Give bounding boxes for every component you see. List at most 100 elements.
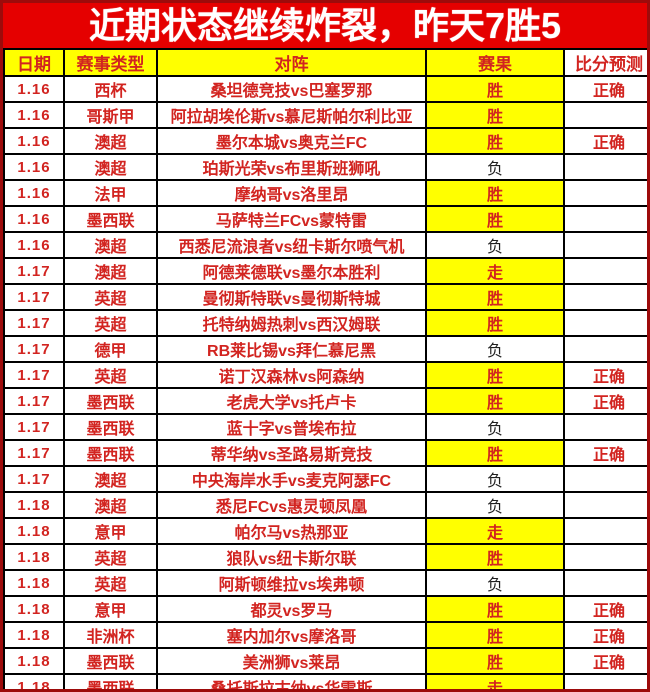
table-row: 1.17 德甲 RB莱比锡vs拜仁慕尼黑 负 <box>3 335 647 363</box>
league-cell: 西杯 <box>63 75 158 103</box>
prediction-cell <box>563 179 647 207</box>
match-cell: 马萨特兰FCvs蒙特雷 <box>156 205 427 233</box>
header-result: 赛果 <box>425 48 565 77</box>
result-cell: 负 <box>425 413 565 441</box>
result-cell: 胜 <box>425 543 565 571</box>
league-cell: 澳超 <box>63 491 158 519</box>
table-row: 1.18 英超 狼队vs纽卡斯尔联 胜 <box>3 543 647 571</box>
league-cell: 墨西联 <box>63 387 158 415</box>
date-cell: 1.18 <box>3 647 65 675</box>
date-cell: 1.17 <box>3 283 65 311</box>
prediction-cell <box>563 153 647 181</box>
match-cell: 西悉尼流浪者vs纽卡斯尔喷气机 <box>156 231 427 259</box>
league-cell: 哥斯甲 <box>63 101 158 129</box>
match-cell: 阿拉胡埃伦斯vs慕尼斯帕尔利比亚 <box>156 101 427 129</box>
table-row: 1.18 英超 阿斯顿维拉vs埃弗顿 负 <box>3 569 647 597</box>
table-row: 1.17 墨西联 蒂华纳vs圣路易斯竞技 胜 正确 <box>3 439 647 467</box>
league-cell: 英超 <box>63 361 158 389</box>
match-cell: 托特纳姆热刺vs西汉姆联 <box>156 309 427 337</box>
match-cell: 诺丁汉森林vs阿森纳 <box>156 361 427 389</box>
result-cell: 负 <box>425 569 565 597</box>
table-row: 1.17 英超 诺丁汉森林vs阿森纳 胜 正确 <box>3 361 647 389</box>
match-cell: 帕尔马vs热那亚 <box>156 517 427 545</box>
prediction-cell <box>563 543 647 571</box>
result-cell: 走 <box>425 517 565 545</box>
league-cell: 意甲 <box>63 517 158 545</box>
prediction-cell <box>563 283 647 311</box>
prediction-cell <box>563 309 647 337</box>
prediction-cell: 正确 <box>563 595 647 623</box>
match-cell: 蓝十字vs普埃布拉 <box>156 413 427 441</box>
header-league: 赛事类型 <box>63 48 158 77</box>
result-cell: 胜 <box>425 283 565 311</box>
prediction-cell <box>563 335 647 363</box>
prediction-cell <box>563 673 647 689</box>
date-cell: 1.18 <box>3 543 65 571</box>
date-cell: 1.18 <box>3 491 65 519</box>
league-cell: 墨西联 <box>63 647 158 675</box>
league-cell: 墨西联 <box>63 439 158 467</box>
date-cell: 1.16 <box>3 75 65 103</box>
result-cell: 胜 <box>425 101 565 129</box>
result-cell: 胜 <box>425 647 565 675</box>
result-cell: 走 <box>425 673 565 689</box>
date-cell: 1.17 <box>3 465 65 493</box>
match-cell: 蒂华纳vs圣路易斯竞技 <box>156 439 427 467</box>
league-cell: 英超 <box>63 283 158 311</box>
prediction-cell <box>563 569 647 597</box>
table-row: 1.18 澳超 悉尼FCvs惠灵顿凤凰 负 <box>3 491 647 519</box>
date-cell: 1.17 <box>3 257 65 285</box>
table-row: 1.17 澳超 中央海岸水手vs麦克阿瑟FC 负 <box>3 465 647 493</box>
header-row: 日期 赛事类型 对阵 赛果 比分预测 <box>3 48 647 77</box>
league-cell: 墨西联 <box>63 673 158 689</box>
date-cell: 1.17 <box>3 335 65 363</box>
result-cell: 负 <box>425 153 565 181</box>
match-cell: 美洲狮vs莱昂 <box>156 647 427 675</box>
prediction-cell <box>563 257 647 285</box>
date-cell: 1.17 <box>3 439 65 467</box>
banner: 近期状态继续炸裂，昨天7胜5 <box>3 3 647 48</box>
prediction-cell: 正确 <box>563 621 647 649</box>
prediction-cell: 正确 <box>563 75 647 103</box>
table-row: 1.18 非洲杯 塞内加尔vs摩洛哥 胜 正确 <box>3 621 647 649</box>
match-cell: 悉尼FCvs惠灵顿凤凰 <box>156 491 427 519</box>
header-prediction: 比分预测 <box>563 48 647 77</box>
result-cell: 胜 <box>425 439 565 467</box>
prediction-cell: 正确 <box>563 439 647 467</box>
result-cell: 走 <box>425 257 565 285</box>
match-cell: 阿德莱德联vs墨尔本胜利 <box>156 257 427 285</box>
match-cell: 都灵vs罗马 <box>156 595 427 623</box>
league-cell: 墨西联 <box>63 205 158 233</box>
table-row: 1.16 墨西联 马萨特兰FCvs蒙特雷 胜 <box>3 205 647 233</box>
prediction-cell <box>563 413 647 441</box>
league-cell: 意甲 <box>63 595 158 623</box>
prediction-cell <box>563 517 647 545</box>
league-cell: 澳超 <box>63 153 158 181</box>
prediction-cell <box>563 465 647 493</box>
league-cell: 英超 <box>63 569 158 597</box>
match-cell: 桑托斯拉古纳vs华雷斯 <box>156 673 427 689</box>
prediction-cell <box>563 231 647 259</box>
prediction-cell <box>563 491 647 519</box>
match-cell: 墨尔本城vs奥克兰FC <box>156 127 427 155</box>
date-cell: 1.18 <box>3 595 65 623</box>
prediction-cell <box>563 101 647 129</box>
table-row: 1.18 墨西联 美洲狮vs莱昂 胜 正确 <box>3 647 647 675</box>
results-table: 日期 赛事类型 对阵 赛果 比分预测 1.16 西杯 桑坦德竞技vs巴塞罗那 胜… <box>3 48 647 689</box>
table-row: 1.16 澳超 珀斯光荣vs布里斯班狮吼 负 <box>3 153 647 181</box>
match-cell: 阿斯顿维拉vs埃弗顿 <box>156 569 427 597</box>
header-match: 对阵 <box>156 48 427 77</box>
date-cell: 1.18 <box>3 517 65 545</box>
league-cell: 非洲杯 <box>63 621 158 649</box>
league-cell: 澳超 <box>63 231 158 259</box>
table-row: 1.16 西杯 桑坦德竞技vs巴塞罗那 胜 正确 <box>3 75 647 103</box>
result-cell: 胜 <box>425 179 565 207</box>
match-cell: 中央海岸水手vs麦克阿瑟FC <box>156 465 427 493</box>
table-row: 1.17 澳超 阿德莱德联vs墨尔本胜利 走 <box>3 257 647 285</box>
table-row: 1.17 墨西联 蓝十字vs普埃布拉 负 <box>3 413 647 441</box>
result-cell: 胜 <box>425 127 565 155</box>
match-cell: 塞内加尔vs摩洛哥 <box>156 621 427 649</box>
result-cell: 胜 <box>425 595 565 623</box>
table-row: 1.16 哥斯甲 阿拉胡埃伦斯vs慕尼斯帕尔利比亚 胜 <box>3 101 647 129</box>
date-cell: 1.16 <box>3 127 65 155</box>
